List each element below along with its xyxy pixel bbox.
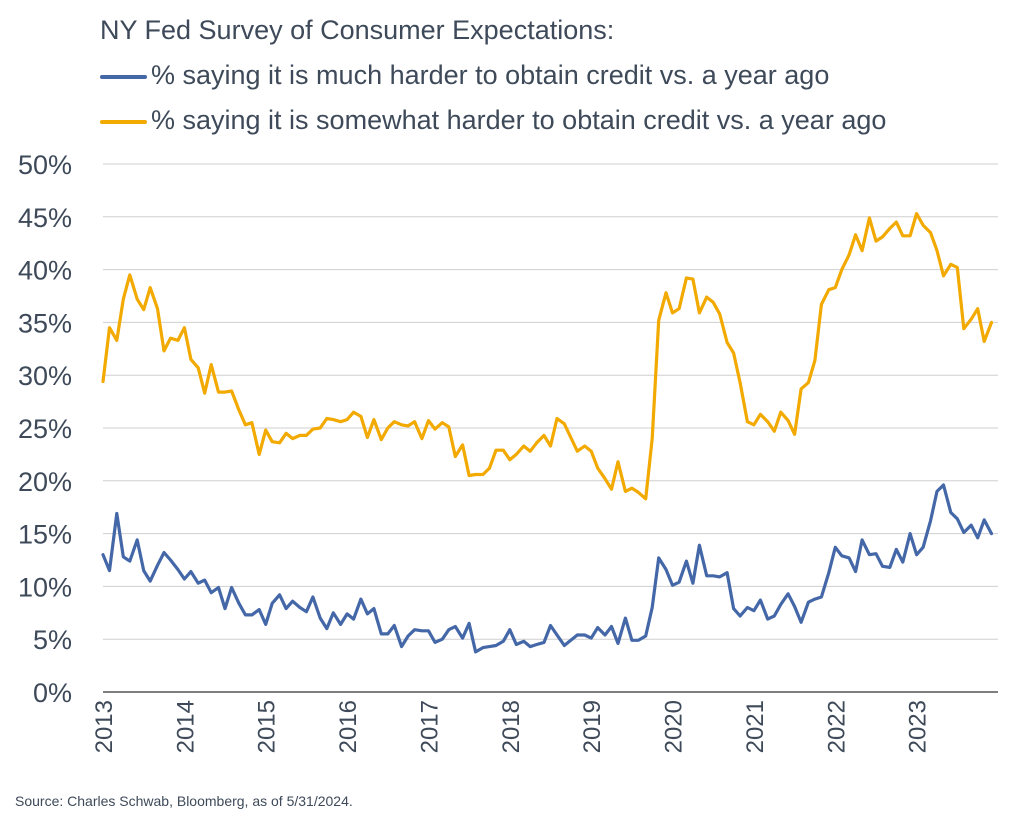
legend-item-somewhat-harder: % saying it is somewhat harder to obtain… (100, 98, 886, 143)
x-tick-label: 2017 (416, 700, 443, 753)
legend-label-somewhat-harder: % saying it is somewhat harder to obtain… (151, 105, 887, 135)
y-tick-label: 30% (18, 361, 72, 391)
series-line-somewhat-harder (101, 212, 994, 501)
y-tick-label: 50% (18, 150, 72, 180)
legend-label-much-harder: % saying it is much harder to obtain cre… (151, 60, 830, 90)
y-tick-label: 45% (18, 203, 72, 233)
y-tick-label: 15% (18, 520, 72, 550)
y-tick-label: 20% (18, 467, 72, 497)
x-tick-label: 2020 (661, 700, 688, 753)
chart-title: NY Fed Survey of Consumer Expectations: (100, 15, 615, 45)
gridlines (103, 163, 998, 640)
series-line-much-harder (101, 483, 994, 654)
legend-item-much-harder: % saying it is much harder to obtain cre… (100, 53, 886, 98)
y-tick-label: 0% (33, 678, 72, 708)
x-tick-label: 2014 (172, 700, 199, 753)
chart-header: NY Fed Survey of Consumer Expectations: … (100, 8, 886, 143)
x-tick-label: 2022 (823, 700, 850, 753)
x-tick-label: 2021 (742, 700, 769, 753)
x-tick-label: 2015 (254, 700, 281, 753)
y-tick-label: 5% (33, 625, 72, 655)
x-axis-ticks: 2013 2014 2015 2016 2017 2018 2019 2020 2021 2022… (91, 700, 932, 753)
x-tick-label: 2019 (579, 700, 606, 753)
x-tick-label: 2018 (498, 700, 525, 753)
legend-swatch-somewhat-harder (100, 119, 147, 124)
series-lines (101, 212, 994, 654)
y-tick-label: 40% (18, 256, 72, 286)
y-axis-ticks: 0% 5% 10% 15% 20% 25% 30% 35% 40% 45% 50% (18, 150, 72, 708)
source-note: Source: Charles Schwab, Bloomberg, as of… (15, 793, 353, 809)
y-tick-label: 10% (18, 572, 72, 602)
x-tick-label: 2016 (335, 700, 362, 753)
x-tick-label: 2013 (91, 700, 118, 753)
x-tick-label: 2023 (905, 700, 932, 753)
legend-swatch-much-harder (100, 74, 147, 79)
y-tick-label: 35% (18, 308, 72, 338)
y-tick-label: 25% (18, 414, 72, 444)
